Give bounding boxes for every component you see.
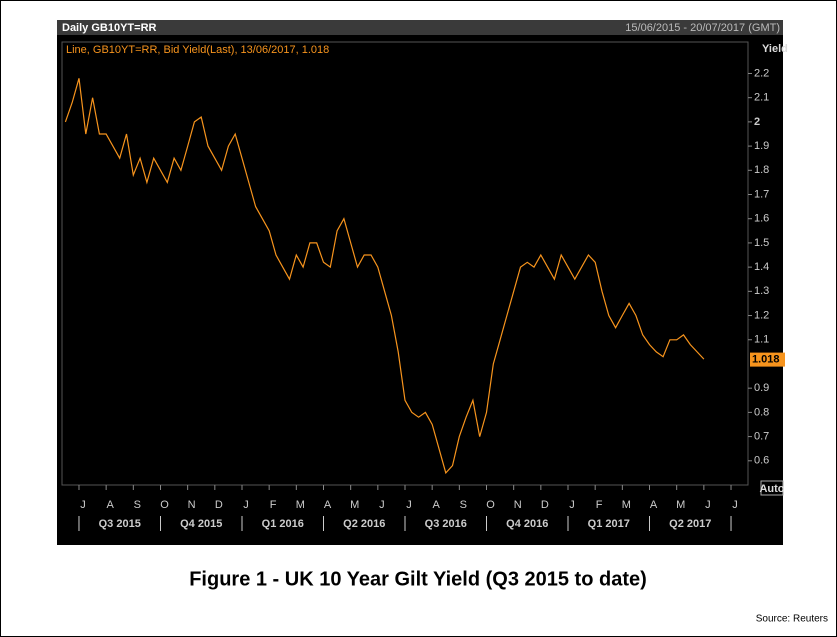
- x-tick-label: S: [134, 499, 141, 511]
- last-value-tag: [750, 352, 785, 367]
- y-label: Yield: [762, 43, 788, 55]
- x-tick-label: O: [160, 499, 169, 511]
- x-tick-label: A: [324, 499, 332, 511]
- y-tick-label: 0.9: [754, 382, 769, 394]
- y-tick-label: 2.2: [754, 67, 769, 79]
- y-tick-label: 1.4: [754, 261, 769, 273]
- x-tick-label: S: [460, 499, 467, 511]
- quarter-label: Q4 2015: [180, 518, 222, 530]
- legend: Line, GB10YT=RR, Bid Yield(Last), 13/06/…: [66, 44, 329, 56]
- y-tick-label: 1.1: [754, 334, 769, 346]
- quarter-label: Q1 2016: [262, 518, 304, 530]
- y-tick-label: 2.1: [754, 92, 769, 104]
- y-tick-label: 1.5: [754, 237, 769, 249]
- y-tick-label: 0.7: [754, 430, 769, 442]
- x-tick-label: F: [270, 499, 277, 511]
- x-tick-label: D: [541, 499, 549, 511]
- x-tick-label: J: [80, 499, 86, 511]
- x-tick-label: J: [569, 499, 575, 511]
- x-tick-label: J: [705, 499, 711, 511]
- x-tick-label: D: [215, 499, 223, 511]
- quarter-label: Q2 2017: [669, 518, 711, 530]
- header: Daily GB10YT=RR: [62, 22, 157, 34]
- x-tick-label: N: [514, 499, 522, 511]
- x-tick-label: F: [596, 499, 603, 511]
- x-tick-label: M: [622, 499, 631, 511]
- x-tick-label: M: [676, 499, 685, 511]
- x-tick-label: N: [188, 499, 196, 511]
- x-tick-label: J: [243, 499, 249, 511]
- x-tick-label: A: [650, 499, 658, 511]
- y-tick-label: 1.9: [754, 140, 769, 152]
- x-tick-label: O: [486, 499, 495, 511]
- y-tick-label: 2: [754, 116, 760, 128]
- y-tick-label: 1.7: [754, 188, 769, 200]
- x-tick-label: M: [296, 499, 305, 511]
- x-tick-label: M: [350, 499, 359, 511]
- line-series: [64, 78, 705, 475]
- quarter-label: Q3 2016: [425, 518, 467, 530]
- x-tick-label: J: [379, 499, 385, 511]
- date-range: 15/06/2015 - 20/07/2017 (GMT): [625, 22, 780, 34]
- x-tick-label: J: [406, 499, 412, 511]
- y-tick-label: 1.3: [754, 285, 769, 297]
- y-tick-label: 1.6: [754, 213, 769, 225]
- auto-label[interactable]: Auto: [759, 483, 784, 495]
- x-tick-label: A: [432, 499, 440, 511]
- y-tick-label: 1.8: [754, 164, 769, 176]
- x-tick-label: A: [106, 499, 114, 511]
- auto-button[interactable]: [760, 480, 784, 496]
- x-tick-label: J: [732, 499, 738, 511]
- y-tick-label: 0.6: [754, 455, 769, 467]
- quarter-label: Q3 2015: [99, 518, 141, 530]
- chart-panel: [57, 20, 783, 545]
- y-tick-label: 1.2: [754, 309, 769, 321]
- source: Source: Reuters: [756, 614, 828, 625]
- quarter-label: Q1 2017: [588, 518, 630, 530]
- header-bar: [57, 20, 783, 35]
- quarter-label: Q2 2016: [343, 518, 385, 530]
- y-tick-label: 0.8: [754, 406, 769, 418]
- quarter-label: Q4 2016: [506, 518, 548, 530]
- caption: Figure 1 - UK 10 Year Gilt Yield (Q3 201…: [189, 568, 647, 590]
- last-value-label: 1.018: [752, 354, 780, 366]
